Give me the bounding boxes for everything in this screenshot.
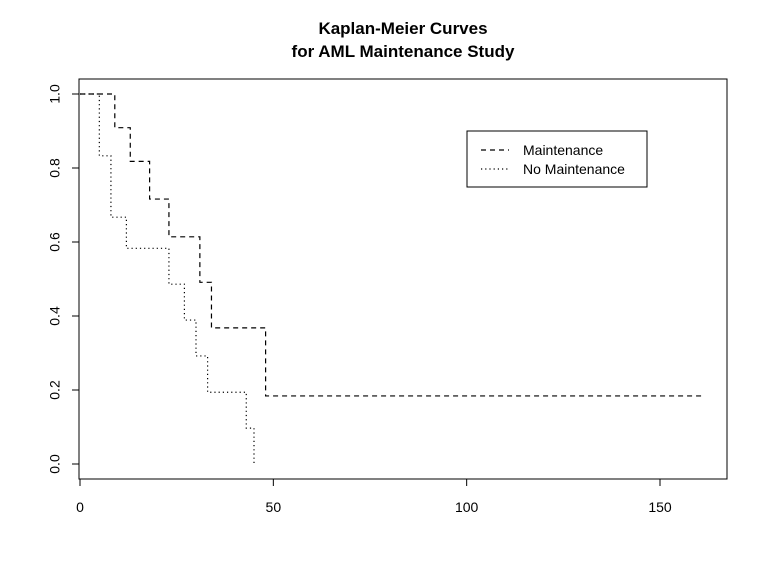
x-tick-label: 100 bbox=[455, 499, 479, 515]
y-tick-label: 0.8 bbox=[47, 158, 63, 178]
chart-title-line-1: Kaplan-Meier Curves bbox=[318, 19, 487, 38]
y-tick-label: 0.0 bbox=[47, 454, 63, 474]
legend: Maintenance No Maintenance bbox=[466, 130, 648, 188]
x-tick-label: 50 bbox=[266, 499, 282, 515]
y-tick-label: 0.6 bbox=[47, 232, 63, 252]
series-line-no-maintenance bbox=[80, 93, 255, 464]
x-tick-label: 150 bbox=[648, 499, 672, 515]
y-tick-label: 0.2 bbox=[47, 380, 63, 400]
y-tick-label: 0.4 bbox=[47, 306, 63, 326]
chart-title-line-2: for AML Maintenance Study bbox=[292, 42, 515, 61]
legend-label-no-maintenance: No Maintenance bbox=[523, 161, 625, 177]
x-axis: 0 50 100 150 bbox=[76, 478, 672, 515]
y-tick-label: 1.0 bbox=[47, 84, 63, 104]
series-line-maintenance bbox=[80, 93, 703, 397]
legend-label-maintenance: Maintenance bbox=[523, 142, 603, 158]
series-group bbox=[80, 93, 703, 464]
x-tick-label: 0 bbox=[76, 499, 84, 515]
y-axis: 0.0 0.2 0.4 0.6 0.8 1.0 bbox=[47, 84, 80, 474]
legend-box bbox=[466, 130, 648, 188]
